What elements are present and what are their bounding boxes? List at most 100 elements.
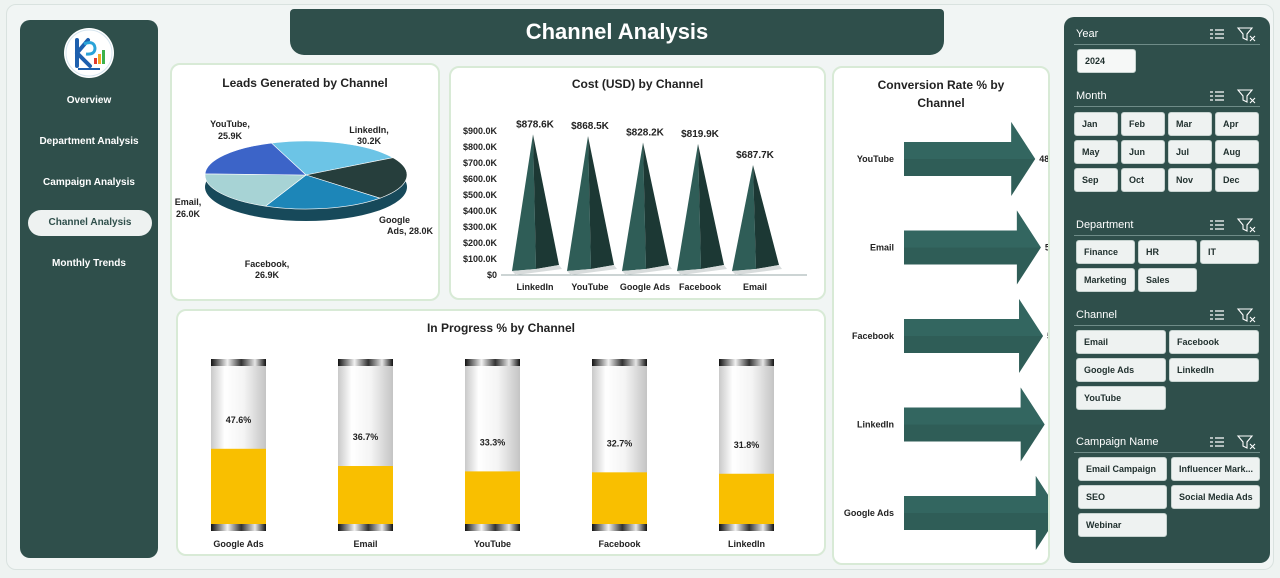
- cost-bar-face: [512, 134, 536, 271]
- cost-bar-shadow: [677, 265, 727, 275]
- month-chip-jun[interactable]: Jun: [1121, 140, 1165, 164]
- month-chip-oct[interactable]: Oct: [1121, 168, 1165, 192]
- campaign-chip-influencer-marketing[interactable]: Influencer Mark...: [1171, 457, 1260, 481]
- inprogress-bar-chart: 47.6% Google Ads 36.7% Email 33.3% YouTube 32.…: [211, 359, 774, 549]
- campaign-chip-email-campaign[interactable]: Email Campaign: [1078, 457, 1167, 481]
- cost-value-label: $687.7K: [736, 150, 775, 161]
- cost-y-tick: $300.0K: [463, 222, 498, 232]
- multi-select-icon[interactable]: [1210, 91, 1224, 101]
- progress-fill: [719, 473, 774, 524]
- campaign-chip-webinar[interactable]: Webinar: [1078, 513, 1167, 537]
- sidebar: Overview Department Analysis Campaign An…: [20, 20, 158, 558]
- progress-category-label: Google Ads: [213, 539, 263, 549]
- multi-select-icon[interactable]: [1210, 220, 1224, 230]
- cost-bar-side: [753, 164, 779, 269]
- conversion-category-label: Email: [870, 243, 894, 253]
- cost-bar-shadow: [622, 265, 672, 275]
- year-slicer-controls: [1208, 26, 1258, 42]
- channel-slicer-header: Channel: [1076, 309, 1117, 321]
- cost-y-tick: $600.0K: [463, 174, 498, 184]
- month-chip-mar[interactable]: Mar: [1168, 112, 1212, 136]
- month-chip-jan[interactable]: Jan: [1074, 112, 1118, 136]
- month-chip-jul[interactable]: Jul: [1168, 140, 1212, 164]
- campaign-slicer-header: Campaign Name: [1076, 436, 1159, 448]
- department-chip-finance[interactable]: Finance: [1076, 240, 1135, 264]
- channel-slicer-controls: [1208, 307, 1258, 323]
- conversion-chart-title-line2: Channel: [917, 96, 965, 110]
- cost-y-tick: $0: [487, 270, 497, 280]
- multi-select-icon[interactable]: [1210, 310, 1224, 320]
- department-chip-hr[interactable]: HR: [1138, 240, 1197, 264]
- clear-filter-icon[interactable]: [1236, 27, 1256, 42]
- month-slicer-controls: [1208, 88, 1258, 104]
- progress-value-label: 47.6%: [226, 415, 252, 425]
- month-chip-dec[interactable]: Dec: [1215, 168, 1259, 192]
- inprogress-chart-title: In Progress % by Channel: [426, 321, 576, 335]
- department-chip-sales[interactable]: Sales: [1138, 268, 1197, 292]
- pie-value-linkedin: 30.2K: [357, 136, 382, 146]
- conversion-arrow-highlight: [904, 299, 1044, 336]
- progress-category-label: LinkedIn: [728, 539, 765, 549]
- divider: [1074, 44, 1260, 45]
- multi-select-icon[interactable]: [1210, 437, 1224, 447]
- cost-bar-face: [732, 164, 756, 271]
- cost-y-tick: $500.0K: [463, 190, 498, 200]
- logo-icon: [65, 29, 113, 77]
- progress-fill: [211, 448, 266, 524]
- month-chip-apr[interactable]: Apr: [1215, 112, 1259, 136]
- nav-monthly-trends[interactable]: Monthly Trends: [52, 258, 126, 269]
- tube-cap-bottom: [338, 524, 393, 531]
- tube-cap-top: [465, 359, 520, 366]
- department-chip-it[interactable]: IT: [1200, 240, 1259, 264]
- clear-filter-icon[interactable]: [1236, 218, 1256, 233]
- department-slicer-controls: [1208, 217, 1258, 233]
- cost-value-label: $878.6K: [516, 119, 555, 130]
- cost-bar-side: [698, 143, 724, 269]
- cost-category-label: Email: [743, 282, 767, 292]
- channel-chip-email[interactable]: Email: [1076, 330, 1166, 354]
- channel-chip-linkedin[interactable]: LinkedIn: [1169, 358, 1259, 382]
- campaign-slicer-controls: [1208, 434, 1258, 450]
- cost-category-label: YouTube: [571, 282, 608, 292]
- progress-fill: [338, 466, 393, 524]
- month-chip-nov[interactable]: Nov: [1168, 168, 1212, 192]
- multi-select-icon[interactable]: [1210, 29, 1224, 39]
- conversion-arrow-highlight: [904, 476, 1048, 513]
- progress-value-label: 32.7%: [607, 438, 633, 448]
- department-chip-marketing[interactable]: Marketing: [1076, 268, 1135, 292]
- year-slicer-header: Year: [1076, 28, 1099, 40]
- channel-chip-google-ads[interactable]: Google Ads: [1076, 358, 1166, 382]
- clear-filter-icon[interactable]: [1236, 308, 1256, 323]
- company-logo: [64, 28, 114, 78]
- channel-chip-facebook[interactable]: Facebook: [1169, 330, 1259, 354]
- conversion-category-label: LinkedIn: [857, 420, 894, 430]
- cost-category-label: LinkedIn: [516, 282, 553, 292]
- nav-channel-analysis[interactable]: Channel Analysis: [28, 210, 152, 236]
- conversion-category-label: Facebook: [852, 331, 895, 341]
- cost-y-tick: $200.0K: [463, 238, 498, 248]
- progress-value-label: 36.7%: [353, 432, 379, 442]
- clear-filter-icon[interactable]: [1236, 89, 1256, 104]
- month-chip-aug[interactable]: Aug: [1215, 140, 1259, 164]
- campaign-chip-social-media-ads[interactable]: Social Media Ads: [1171, 485, 1260, 509]
- slicer-panel: Year 2024 Month Jan Feb Mar Apr May Jun …: [1064, 17, 1270, 563]
- page-title: Channel Analysis: [290, 9, 944, 55]
- pie-slice-linkedin: [270, 140, 394, 176]
- nav-department-analysis[interactable]: Department Analysis: [39, 136, 139, 147]
- cost-bar-side: [588, 136, 614, 269]
- cost-bar-face: [567, 136, 591, 271]
- month-chip-sep[interactable]: Sep: [1074, 168, 1118, 192]
- leads-chart-title: Leads Generated by Channel: [222, 76, 388, 90]
- tube-cap-bottom: [211, 524, 266, 531]
- month-chip-may[interactable]: May: [1074, 140, 1118, 164]
- clear-filter-icon[interactable]: [1236, 435, 1256, 450]
- year-chip-2024[interactable]: 2024: [1077, 49, 1136, 73]
- month-chip-feb[interactable]: Feb: [1121, 112, 1165, 136]
- channel-chip-youtube[interactable]: YouTube: [1076, 386, 1166, 410]
- leads-pie-chart: LinkedIn, 30.2K Google Ads, 28.0K Facebo…: [175, 119, 434, 280]
- campaign-chip-seo[interactable]: SEO: [1078, 485, 1167, 509]
- nav-campaign-analysis[interactable]: Campaign Analysis: [43, 177, 135, 188]
- progress-category-label: YouTube: [474, 539, 511, 549]
- cost-bar-face: [622, 142, 646, 271]
- nav-overview[interactable]: Overview: [66, 95, 112, 106]
